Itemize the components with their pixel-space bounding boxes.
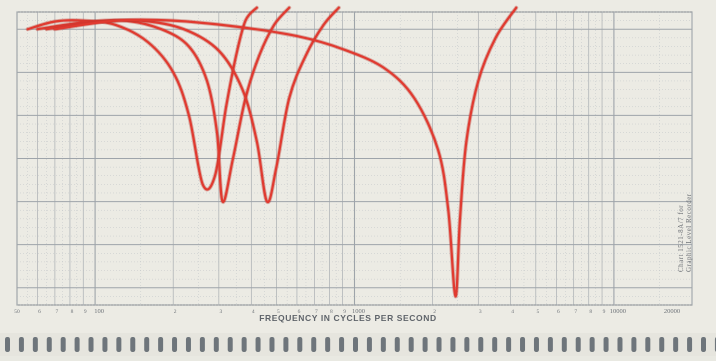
x-tick-label: 8 [589,309,592,315]
sprocket-hole [172,337,178,352]
sprocket-hole [422,337,428,352]
sprocket-hole [5,337,10,352]
sprocket-hole [18,337,24,352]
sprocket-hole [297,337,303,352]
sprocket-hole [185,337,191,352]
sprocket-hole [380,337,386,352]
x-tick-labels: 50 6 7 8 9 100 2 3 4 5 6 7 8 9 1000 2 3 4 5 6 7 8 9 10000 20000 [14,308,680,315]
sprocket-hole [325,337,331,352]
x-tick-label: 20000 [664,308,680,315]
sprocket-hole [339,337,345,352]
x-tick-label: 8 [71,309,74,315]
x-tick-label: 50 [14,309,20,315]
sprocket-hole [283,337,289,352]
sprocket-hole [589,337,595,352]
response-curve-shadow-4 [52,5,519,299]
x-tick-label: 7 [56,309,59,315]
sprocket-hole [255,337,261,352]
sprocket-hole [213,337,219,352]
x-tick-label: 2 [433,309,436,315]
sprocket-hole [575,337,581,352]
sprocket-hole [74,337,80,352]
sprocket-hole [158,337,164,352]
x-tick-label: 2 [174,309,177,315]
sprocket-hole [88,337,94,352]
x-tick-label: 1000 [352,308,365,315]
x-tick-label: 6 [38,309,41,315]
sprocket-hole [520,337,526,352]
sprocket-hole [102,337,108,352]
x-tick-label: 9 [343,309,346,315]
sprocket-hole [353,337,358,352]
sprocket-hole [687,337,693,352]
sprocket-hole [199,337,205,352]
sprocket-hole [408,337,414,352]
sprocket-hole [227,337,233,352]
sprocket-hole [631,337,637,352]
sprocket-hole [547,337,553,352]
sprocket-hole [116,337,122,352]
sprocket-hole [311,337,317,352]
grid [16,11,693,306]
x-tick-label: 3 [479,309,482,315]
sprocket-hole [436,337,442,352]
x-axis-label: FREQUENCY IN CYCLES PER SECOND [259,313,436,323]
x-tick-label: 5 [536,309,539,315]
sprocket-hole [561,337,567,352]
x-tick-label: 4 [511,309,514,315]
sprocket-hole [450,337,456,352]
sprocket-hole [603,337,609,352]
sprocket-hole [645,337,651,352]
x-tick-label: 10000 [610,308,626,315]
sprocket-hole [464,337,470,352]
x-tick-label: 3 [219,309,222,315]
sprocket-hole [506,337,512,352]
x-tick-label: 6 [557,309,560,315]
sprocket-hole [673,337,679,352]
sprocket-hole [394,337,400,352]
x-tick-label: 4 [252,309,255,315]
curves [25,5,519,299]
x-tick-label: 100 [94,308,104,315]
x-tick-label: 8 [330,309,333,315]
sprocket-hole [617,337,623,352]
sprocket-hole [659,337,665,352]
sprocket-hole [60,337,66,352]
x-tick-label: 7 [315,309,318,315]
response-curve-1 [26,6,258,191]
sprocket-hole [46,337,52,352]
sprocket-strip [0,333,716,356]
x-tick-label: 7 [574,309,577,315]
sprocket-hole [701,337,706,352]
recorder-name: Graphic Level Recorder [685,193,693,272]
x-tick-label: 9 [84,309,87,315]
sprocket-hole [492,337,498,352]
sprocket-hole [533,337,539,352]
sprocket-hole [144,337,150,352]
chart-form-number: Chart 1521-8A/7 for [677,204,685,272]
x-tick-label: 9 [603,309,606,315]
sprocket-hole [32,337,38,352]
chart-form-label: Chart 1521-8A/7 for Graphic Level Record… [677,193,693,272]
sprocket-hole [269,337,275,352]
x-tick-label: 6 [298,309,301,315]
sprocket-hole [366,337,372,352]
sprocket-hole [478,337,484,352]
response-curve-4 [53,6,518,298]
response-curve-shadow-1 [25,5,259,192]
sprocket-hole [241,337,247,352]
sprocket-hole [130,337,136,352]
x-tick-label: 5 [277,309,280,315]
